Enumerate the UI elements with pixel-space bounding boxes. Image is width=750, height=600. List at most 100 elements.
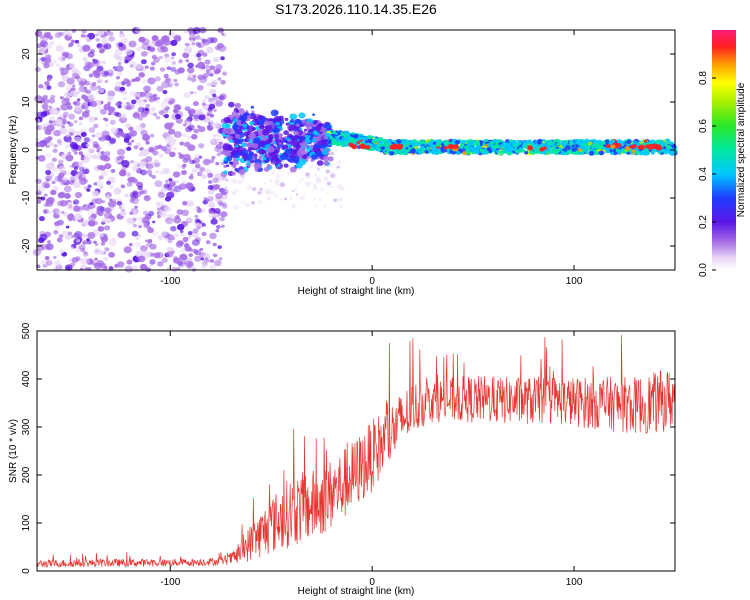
heatmap-cell — [213, 259, 222, 267]
heatmap-cell — [326, 181, 332, 186]
heatmap-cell — [78, 244, 86, 251]
heatmap-cell — [251, 127, 256, 131]
heatmap-cell — [329, 136, 334, 140]
heatmap-cell — [121, 102, 128, 108]
heatmap-cell — [103, 103, 112, 111]
heatmap-cell — [316, 179, 322, 184]
heatmap-cell — [207, 184, 214, 191]
heatmap-cell — [270, 109, 279, 117]
heatmap-cell — [229, 161, 234, 165]
heatmap-cell — [176, 209, 184, 215]
heatmap-cell — [566, 147, 570, 151]
heatmap-cell — [79, 166, 85, 171]
heatmap-cell — [58, 174, 63, 179]
heatmap-cell — [330, 151, 335, 156]
heatmap-cell — [605, 143, 611, 149]
heatmap-cell — [215, 144, 223, 150]
heatmap-cell — [89, 49, 95, 54]
heatmap-cell — [54, 118, 63, 126]
heatmap-cell — [164, 122, 173, 130]
heatmap-cell — [140, 59, 147, 65]
heatmap-cell — [130, 160, 134, 164]
heatmap-cell — [192, 228, 199, 234]
heatmap-cell — [312, 183, 317, 187]
heatmap-cell — [161, 35, 170, 43]
heatmap-cell — [102, 219, 107, 224]
heatmap-cell — [468, 147, 473, 151]
heatmap-cell — [216, 224, 221, 229]
spectrogram-ylabel: Frequency (Hz) — [8, 116, 19, 185]
heatmap-cell — [323, 160, 330, 166]
heatmap-cell — [301, 145, 305, 149]
heatmap-cell — [185, 182, 194, 190]
heatmap-cell — [257, 148, 265, 155]
heatmap-cell — [250, 160, 255, 164]
heatmap-cell — [62, 211, 69, 217]
heatmap-cell — [41, 103, 49, 110]
heatmap-cell — [65, 53, 73, 60]
heatmap-cell — [596, 147, 600, 151]
heatmap-cell — [149, 46, 156, 52]
heatmap-cell — [200, 37, 204, 41]
heatmap-cell — [217, 245, 222, 249]
heatmap-cell — [453, 144, 459, 150]
heatmap-cell — [132, 210, 137, 214]
heatmap-cell — [196, 84, 204, 91]
heatmap-cell — [283, 130, 289, 136]
heatmap-cell — [209, 259, 215, 263]
heatmap-cell — [87, 232, 96, 239]
heatmap-cell — [361, 140, 365, 144]
heatmap-cell — [39, 233, 48, 241]
heatmap-cell — [309, 128, 314, 133]
heatmap-cell — [82, 111, 90, 119]
heatmap-cell — [240, 175, 246, 181]
heatmap-cell — [317, 168, 320, 171]
heatmap-cell — [45, 144, 50, 148]
heatmap-cell — [80, 34, 85, 38]
heatmap-cell — [74, 151, 78, 155]
heatmap-cell — [202, 253, 211, 261]
heatmap-cell — [196, 205, 200, 209]
heatmap-cell — [124, 48, 133, 56]
heatmap-cell — [108, 31, 114, 36]
heatmap-cell — [117, 231, 126, 239]
heatmap-cell — [43, 203, 49, 207]
heatmap-cell — [156, 215, 161, 219]
heatmap-cell — [655, 144, 662, 151]
heatmap-cell — [54, 221, 60, 227]
heatmap-cell — [46, 112, 51, 116]
heatmap-cell — [303, 128, 308, 132]
heatmap-cell — [40, 98, 46, 103]
heatmap-cell — [193, 155, 197, 159]
heatmap-cell — [179, 253, 188, 261]
heatmap-cell — [74, 104, 83, 112]
heatmap-cell — [197, 74, 204, 80]
heatmap-cell — [91, 134, 96, 138]
heatmap-cell — [57, 159, 64, 165]
heatmap-cell — [106, 69, 114, 76]
heatmap-cell — [97, 106, 102, 111]
heatmap-cell — [69, 175, 77, 182]
heatmap-cell — [213, 184, 221, 190]
heatmap-cell — [201, 231, 207, 237]
snr-ytick-label: 200 — [21, 466, 32, 483]
heatmap-cell — [108, 200, 117, 208]
heatmap-cell — [80, 156, 85, 161]
heatmap-cell — [158, 153, 164, 159]
heatmap-cell — [160, 46, 169, 53]
heatmap-cell — [182, 201, 188, 206]
heatmap-cell — [81, 106, 86, 110]
heatmap-cell — [273, 127, 281, 134]
heatmap-cell — [289, 154, 296, 159]
heatmap-cell — [318, 197, 322, 201]
heatmap-cell — [212, 56, 220, 63]
heatmap-cell — [322, 155, 330, 162]
heatmap-cell — [74, 213, 83, 220]
heatmap-cell — [178, 260, 183, 265]
heatmap-cell — [108, 35, 115, 42]
heatmap-cell — [142, 79, 148, 84]
heatmap-cell — [209, 264, 216, 270]
heatmap-cell — [52, 208, 60, 215]
heatmap-cell — [116, 156, 122, 161]
heatmap-cell — [89, 100, 98, 107]
